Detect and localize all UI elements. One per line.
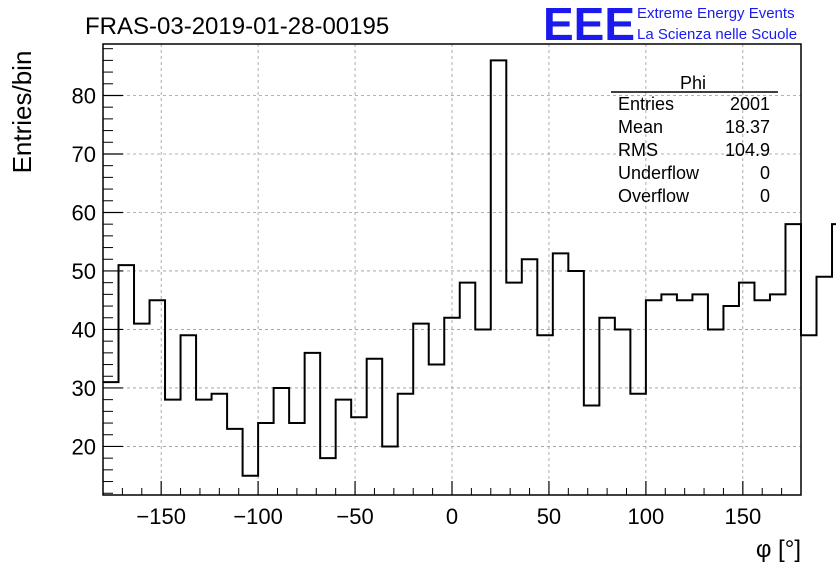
x-tick-label: −150	[136, 504, 186, 529]
histogram-bin	[599, 318, 615, 495]
y-tick-label: 70	[72, 142, 96, 167]
stats-rows: Entries 2001 Mean 18.37 RMS 104.9 Underflow 0 Ov…	[618, 94, 770, 206]
x-tick-label: −100	[233, 504, 283, 529]
histogram-bin	[770, 294, 786, 495]
eee-logo: EEE Extreme Energy Events La Scienza nel…	[543, 0, 797, 50]
histogram-bin	[615, 329, 631, 495]
y-tick-label: 80	[72, 83, 96, 108]
stats-row-label: Overflow	[618, 186, 690, 206]
histogram-bin	[274, 388, 290, 495]
histogram-bin	[584, 406, 600, 495]
histogram-bin	[723, 306, 739, 495]
stats-row-label: Underflow	[618, 163, 700, 183]
histogram-bin	[475, 329, 491, 495]
histogram-bin	[444, 318, 460, 495]
histogram-bin	[165, 400, 181, 495]
stats-row-value: 0	[760, 186, 770, 206]
histogram-bin	[754, 300, 770, 495]
histogram-bin	[351, 417, 367, 495]
histogram-bin	[398, 394, 414, 495]
histogram-bin	[305, 353, 321, 495]
x-tick-label: 100	[628, 504, 665, 529]
histogram-bin	[119, 265, 135, 495]
histogram-bin	[227, 429, 243, 495]
y-axis-title: Entries/bin	[7, 51, 37, 174]
stats-box-title: Phi	[680, 73, 706, 93]
histogram-bin	[336, 400, 352, 495]
stats-row-value: 2001	[730, 94, 770, 114]
histogram-bin	[212, 394, 228, 495]
histogram-bin	[568, 271, 584, 495]
histogram-bin	[460, 283, 476, 495]
histogram-bin	[553, 253, 569, 495]
histogram-bin	[708, 329, 724, 495]
histogram-bin	[739, 283, 755, 495]
x-axis-title: φ [°]	[756, 536, 801, 563]
y-tick-label: 50	[72, 259, 96, 284]
stats-row-value: 0	[760, 163, 770, 183]
histogram-bin	[677, 300, 693, 495]
histogram-bin	[491, 60, 507, 495]
stats-box: Phi Entries 2001 Mean 18.37 RMS 104.9 Underflo…	[611, 73, 778, 206]
eee-logo-line1: Extreme Energy Events	[637, 5, 795, 22]
histogram-bin	[289, 423, 305, 495]
x-tick-label: 0	[446, 504, 458, 529]
histogram-bin	[134, 324, 150, 495]
histogram-outline	[103, 59, 836, 477]
histogram-bin	[630, 394, 646, 495]
y-tick-label: 30	[72, 376, 96, 401]
histogram-bin	[801, 335, 817, 495]
stats-row-value: 18.37	[725, 117, 770, 137]
y-tick-label: 20	[72, 434, 96, 459]
stats-row-label: Entries	[618, 94, 674, 114]
histogram-bin	[832, 224, 836, 495]
histogram-bin	[537, 335, 553, 495]
histogram-bin	[413, 324, 429, 495]
histogram-bin	[367, 359, 383, 495]
histogram-bin	[258, 423, 274, 495]
y-tick-label: 40	[72, 317, 96, 342]
grid-lines	[103, 44, 801, 495]
eee-logo-line2: La Scienza nelle Scuole	[637, 26, 797, 43]
histogram-bin	[150, 300, 166, 495]
histogram-bin	[646, 300, 662, 495]
histogram-bin	[506, 283, 522, 495]
stats-row-label: RMS	[618, 140, 658, 160]
axes: −150 −100 −50 0 50 100 150 20 30 40 50 60 70 80	[72, 43, 802, 529]
stats-row-label: Mean	[618, 117, 663, 137]
histogram-bin	[817, 277, 833, 495]
histogram-bin	[181, 335, 197, 495]
histogram-bin	[196, 400, 212, 495]
histogram-series	[103, 59, 836, 495]
eee-logo-mark: EEE	[543, 0, 635, 50]
x-tick-label: 50	[537, 504, 561, 529]
histogram-bin	[522, 259, 538, 495]
histogram-bin	[243, 476, 259, 495]
stats-row-value: 104.9	[725, 140, 770, 160]
x-tick-label: −50	[336, 504, 373, 529]
histogram-bin	[692, 294, 708, 495]
x-tick-label: 150	[724, 504, 761, 529]
histogram-bin	[382, 446, 398, 495]
histogram-bin	[320, 458, 336, 495]
histogram-bin	[103, 382, 119, 495]
histogram-bin	[429, 365, 445, 495]
histogram-bin	[661, 294, 677, 495]
histogram-bin	[785, 224, 801, 495]
y-tick-label: 60	[72, 200, 96, 225]
run-title: FRAS-03-2019-01-28-00195	[85, 13, 389, 40]
